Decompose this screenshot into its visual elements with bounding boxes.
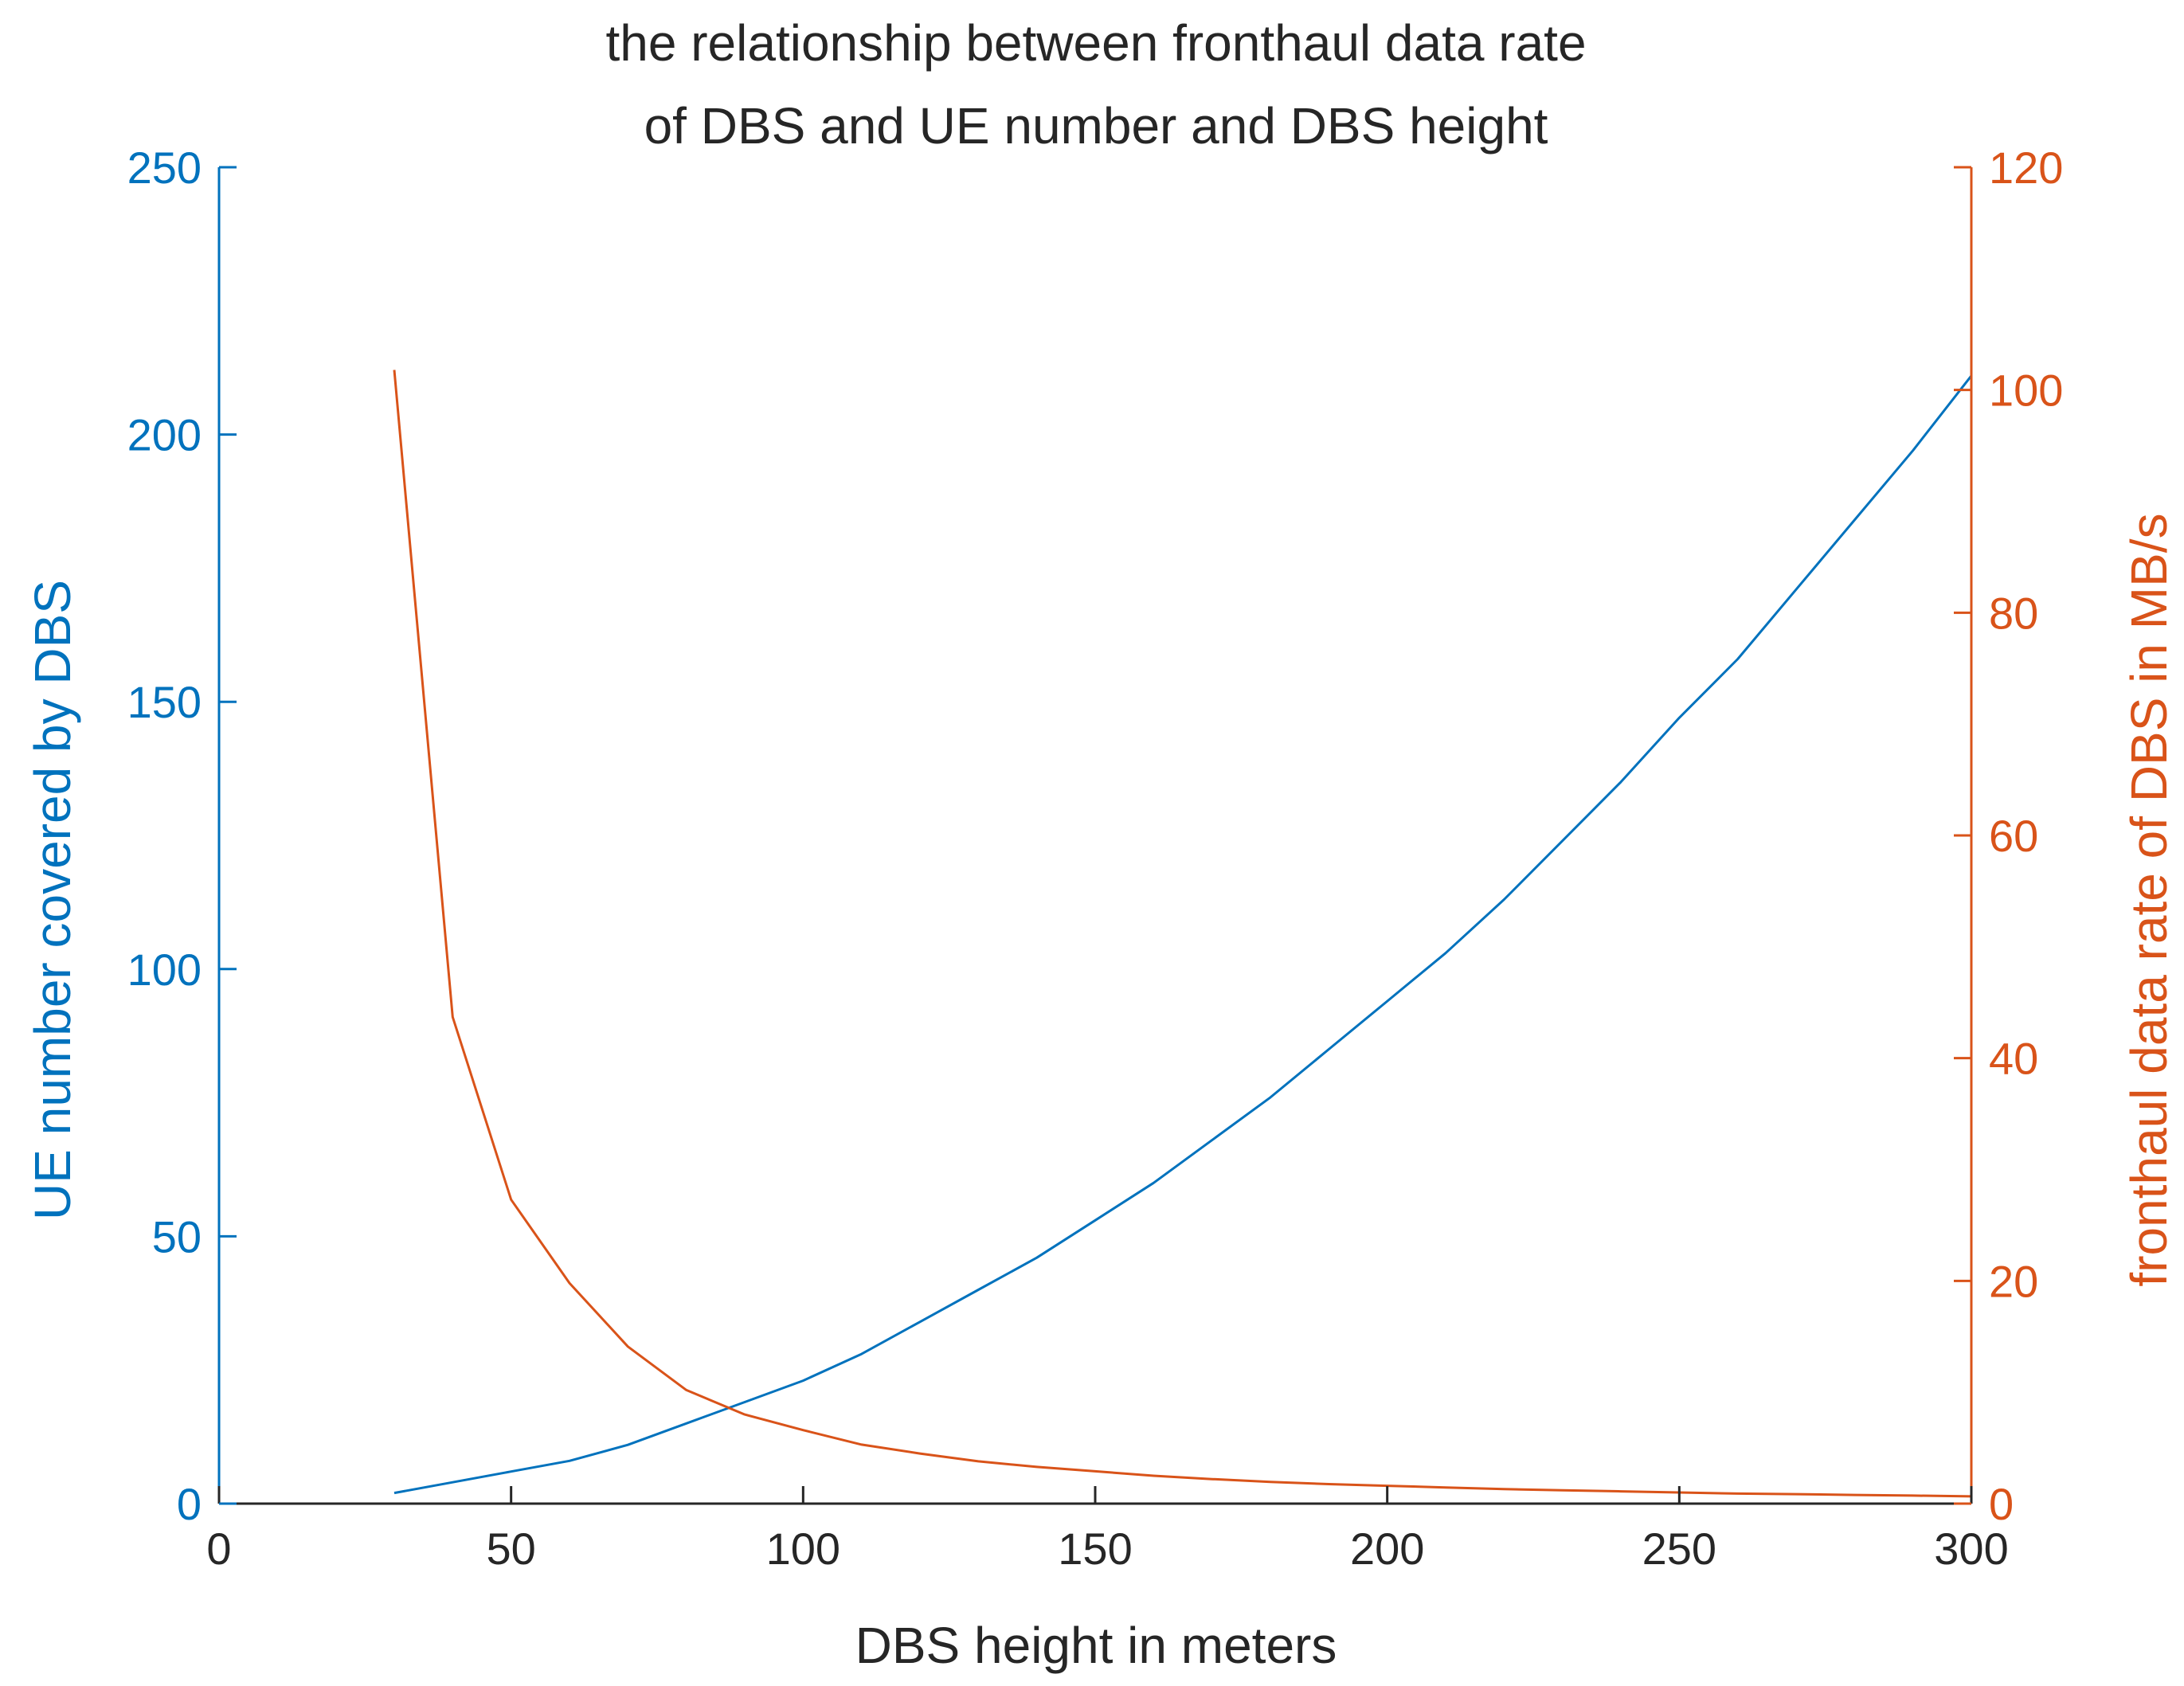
x-tick-label: 200 — [1350, 1524, 1424, 1574]
y-right-tick-label: 60 — [1989, 811, 2038, 861]
y-right-tick-label: 0 — [1989, 1479, 2014, 1529]
y-axis-right-label: fronthaul data rate of DBS in MB/s — [2120, 513, 2178, 1286]
y-left-tick-label: 0 — [177, 1479, 202, 1529]
chart-title-line-1: the relationship between fronthaul data … — [605, 14, 1586, 72]
chart-title-line-2: of DBS and UE number and DBS height — [644, 97, 1548, 155]
y-left-tick-label: 250 — [127, 143, 202, 193]
x-tick-label: 50 — [487, 1524, 536, 1574]
x-tick-label: 0 — [206, 1524, 231, 1574]
series-line-ue-number — [393, 374, 1973, 1495]
y-right-tick-label: 100 — [1989, 366, 2063, 416]
series-line-fronthaul-rate — [393, 370, 1972, 1498]
y-right-tick-label: 120 — [1989, 143, 2063, 193]
x-tick-label: 300 — [1934, 1524, 2008, 1574]
y-left-tick-label: 50 — [152, 1211, 202, 1262]
y-left-tick-label: 200 — [127, 410, 202, 460]
x-tick-label: 150 — [1058, 1524, 1132, 1574]
y-right-tick-label: 20 — [1989, 1256, 2038, 1306]
y-left-tick-label: 100 — [127, 945, 202, 995]
x-tick-label: 100 — [766, 1524, 840, 1574]
y-right-tick-label: 80 — [1989, 588, 2038, 638]
plot-area: 0 50 100 150 200 250 3000501001502002500204060… — [127, 143, 2064, 1574]
y-axis-left-label: UE number covered by DBS — [24, 580, 81, 1220]
x-tick-label: 250 — [1642, 1524, 1716, 1574]
x-axis-label: DBS height in meters — [855, 1617, 1337, 1674]
y-right-tick-label: 40 — [1989, 1034, 2038, 1084]
y-left-tick-label: 150 — [127, 677, 202, 727]
